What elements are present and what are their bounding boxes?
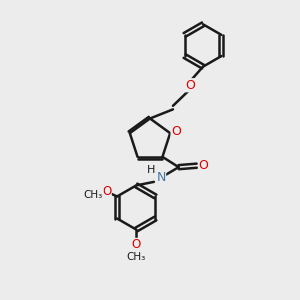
- Text: N: N: [156, 171, 166, 184]
- Text: O: O: [132, 238, 141, 251]
- Text: O: O: [199, 159, 208, 172]
- Text: O: O: [171, 125, 181, 138]
- Text: O: O: [185, 79, 195, 92]
- Text: H: H: [147, 165, 155, 175]
- Text: CH₃: CH₃: [127, 252, 146, 262]
- Text: CH₃: CH₃: [84, 190, 103, 200]
- Text: O: O: [102, 185, 111, 198]
